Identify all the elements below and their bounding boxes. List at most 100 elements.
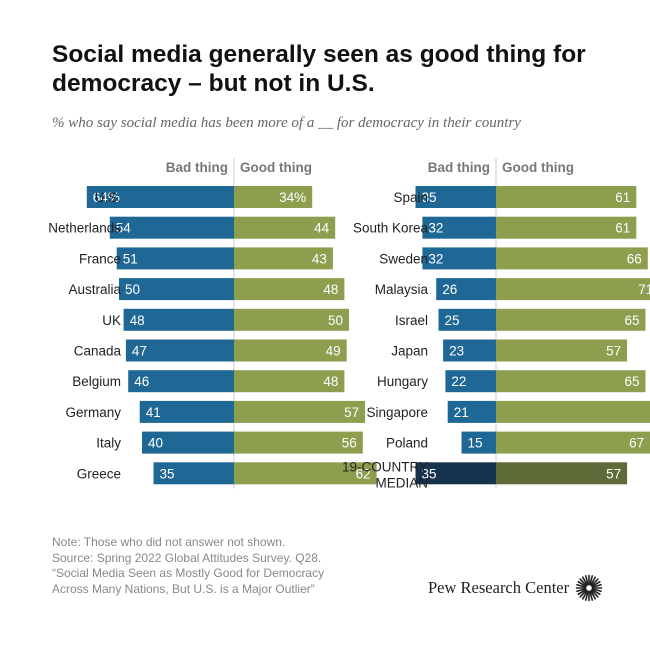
data-label-bad-thing: 32 xyxy=(428,221,443,236)
category-label: France xyxy=(79,251,121,266)
data-label-bad-thing: 21 xyxy=(454,405,469,420)
bar-bad-thing xyxy=(142,431,234,454)
category-label: 19-COUNTRY MEDIAN xyxy=(342,459,428,490)
data-label-bad-thing: 64% xyxy=(93,190,120,205)
category-label: Malaysia xyxy=(375,282,429,297)
category-label: U.S. xyxy=(95,190,121,205)
data-label-good-thing: 66 xyxy=(627,251,642,266)
category-label: Singapore xyxy=(366,405,428,420)
data-label-good-thing: 49 xyxy=(326,344,341,359)
data-label-bad-thing: 35 xyxy=(422,466,437,481)
data-label-bad-thing: 35 xyxy=(160,466,175,481)
bar-bad-thing xyxy=(86,186,234,208)
bar-bad-thing xyxy=(415,462,496,485)
category-label: Japan xyxy=(391,344,428,359)
data-label-good-thing: 67 xyxy=(629,436,644,451)
bar-good-thing xyxy=(496,247,648,270)
category-label: Hungary xyxy=(377,374,428,389)
bar-bad-thing xyxy=(125,339,234,362)
data-label-good-thing: 57 xyxy=(606,344,621,359)
bar-good-thing xyxy=(496,370,646,393)
bar-bad-thing xyxy=(461,431,496,454)
data-label-bad-thing: 25 xyxy=(445,313,460,328)
header-good-thing: Good thing xyxy=(502,160,574,175)
bar-bad-thing xyxy=(447,400,496,423)
bar-good-thing xyxy=(234,247,333,270)
bar-bad-thing xyxy=(123,308,234,331)
category-label: Italy xyxy=(96,436,121,451)
data-label-good-thing: 65 xyxy=(624,313,639,328)
data-label-bad-thing: 40 xyxy=(148,436,163,451)
data-label-good-thing: 57 xyxy=(606,466,621,481)
header-bad-thing: Bad thing xyxy=(428,160,490,175)
data-label-good-thing: 43 xyxy=(312,251,327,266)
category-label: Israel xyxy=(395,313,428,328)
bar-bad-thing xyxy=(443,339,496,362)
header-good-thing: Good thing xyxy=(240,160,312,175)
category-label: Sweden xyxy=(379,251,428,266)
chart-subtitle: % who say social media has been more of … xyxy=(52,115,521,131)
source-line: Source: Spring 2022 Global Attitudes Sur… xyxy=(52,550,322,565)
bar-bad-thing xyxy=(422,216,496,239)
bar-good-thing xyxy=(234,370,345,393)
bar-good-thing xyxy=(234,339,347,362)
sunburst-icon xyxy=(575,574,603,602)
bar-bad-thing xyxy=(438,308,496,331)
data-label-good-thing: 71 xyxy=(638,282,650,297)
bar-good-thing xyxy=(234,278,345,301)
data-label-good-thing: 62 xyxy=(356,466,371,481)
data-label-good-thing: 48 xyxy=(323,282,338,297)
bar-bad-thing xyxy=(139,400,234,423)
bar-bad-thing xyxy=(119,278,234,301)
data-label-good-thing: 34% xyxy=(279,190,306,205)
category-label: Belgium xyxy=(72,374,121,389)
bar-good-thing xyxy=(496,216,637,239)
report-title-line: Across Many Nations, But U.S. is a Major… xyxy=(52,581,315,596)
data-label-good-thing: 44 xyxy=(314,221,330,236)
data-label-good-thing: 56 xyxy=(342,436,357,451)
bar-good-thing xyxy=(234,308,349,331)
chart-notes: Note: Those who did not answer not shown… xyxy=(52,535,392,597)
bar-good-thing xyxy=(234,462,377,485)
category-label: Netherlands xyxy=(48,221,121,236)
data-label-bad-thing: 48 xyxy=(130,313,145,328)
data-label-good-thing: 57 xyxy=(344,405,359,420)
header-bad-thing: Bad thing xyxy=(166,160,228,175)
category-label: Australia xyxy=(68,282,121,297)
category-label: Canada xyxy=(74,344,122,359)
bar-bad-thing xyxy=(445,370,496,393)
data-label-bad-thing: 51 xyxy=(123,251,138,266)
bar-bad-thing xyxy=(436,278,496,301)
bar-good-thing xyxy=(496,462,628,485)
data-label-bad-thing: 54 xyxy=(116,221,132,236)
bar-good-thing xyxy=(496,278,650,301)
category-label: UK xyxy=(102,313,121,328)
pew-logo: Pew Research Center xyxy=(428,574,603,602)
category-label: Poland xyxy=(386,436,428,451)
bar-good-thing xyxy=(496,400,650,423)
data-label-bad-thing: 26 xyxy=(442,282,457,297)
bar-bad-thing xyxy=(153,462,234,485)
data-label-good-thing: 65 xyxy=(624,374,639,389)
data-label-good-thing: 61 xyxy=(615,190,630,205)
logo-text: Pew Research Center xyxy=(428,578,570,597)
bar-good-thing xyxy=(234,431,363,454)
data-label-good-thing: 61 xyxy=(615,221,630,236)
data-label-bad-thing: 22 xyxy=(451,374,466,389)
data-label-good-thing: 50 xyxy=(328,313,343,328)
data-label-good-thing: 48 xyxy=(323,374,338,389)
category-label: South Korea xyxy=(353,221,429,236)
report-title-line: “Social Media Seen as Mostly Good for De… xyxy=(52,566,325,580)
data-label-bad-thing: 23 xyxy=(449,344,464,359)
bar-good-thing xyxy=(496,431,650,454)
bar-good-thing xyxy=(496,308,646,331)
category-label: Germany xyxy=(65,405,121,420)
bar-bad-thing xyxy=(128,370,234,393)
bar-good-thing xyxy=(234,186,313,208)
bar-bad-thing xyxy=(116,247,234,270)
data-label-bad-thing: 35 xyxy=(422,190,437,205)
data-label-bad-thing: 46 xyxy=(134,374,149,389)
note-line: Note: Those who did not answer not shown… xyxy=(52,535,286,549)
category-label: Greece xyxy=(77,466,121,481)
bar-bad-thing xyxy=(415,186,496,208)
